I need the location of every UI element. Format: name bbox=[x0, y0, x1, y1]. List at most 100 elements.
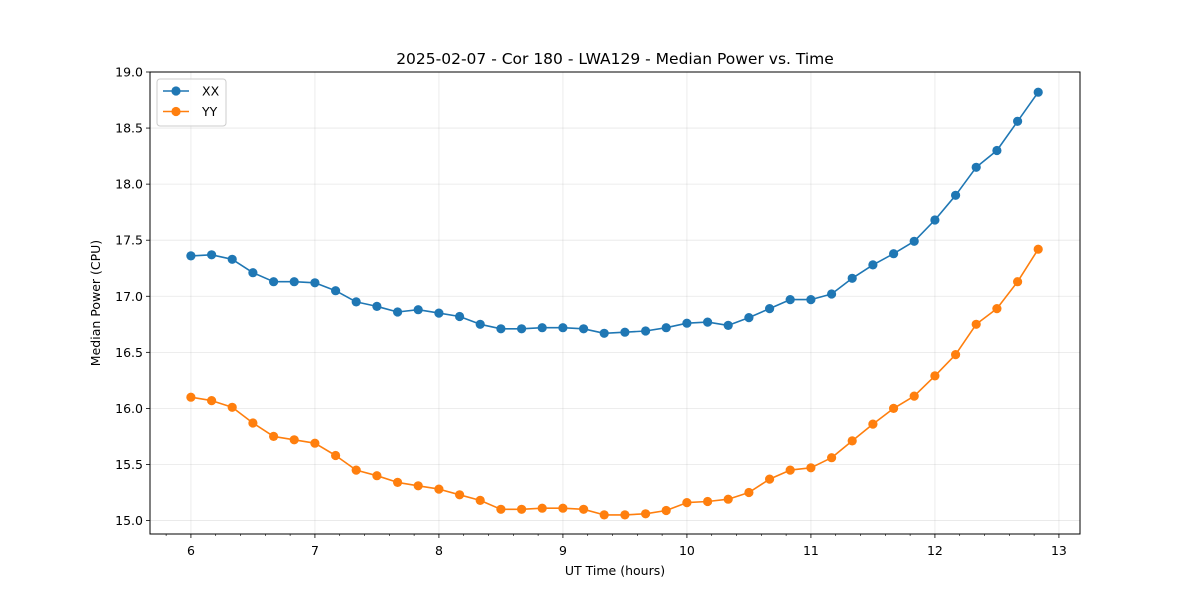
data-point-yy bbox=[847, 436, 857, 446]
data-point-yy bbox=[248, 418, 258, 428]
data-point-xx bbox=[620, 327, 630, 337]
data-point-yy bbox=[723, 494, 733, 504]
legend: XX YY bbox=[156, 78, 227, 127]
data-point-yy bbox=[1013, 277, 1023, 287]
data-point-yy bbox=[455, 490, 465, 500]
data-point-yy bbox=[289, 435, 299, 445]
legend-marker-yy bbox=[171, 106, 181, 117]
data-point-yy bbox=[744, 487, 754, 498]
data-point-xx bbox=[269, 277, 279, 287]
data-point-xx bbox=[517, 324, 527, 334]
data-point-yy bbox=[889, 403, 899, 413]
data-point-xx bbox=[351, 297, 361, 307]
y-tick-label: 16.0 bbox=[115, 401, 143, 416]
data-point-yy bbox=[496, 504, 506, 514]
data-point-xx bbox=[827, 289, 837, 299]
y-tick-label: 18.5 bbox=[115, 121, 143, 136]
data-point-yy bbox=[269, 431, 279, 441]
data-point-xx bbox=[682, 318, 692, 328]
data-point-xx bbox=[868, 260, 878, 270]
data-point-yy bbox=[310, 438, 320, 448]
data-point-yy bbox=[765, 474, 775, 484]
data-point-yy bbox=[372, 471, 382, 481]
data-point-xx bbox=[289, 277, 299, 287]
data-point-xx bbox=[909, 236, 919, 246]
data-point-yy bbox=[558, 503, 568, 513]
data-point-yy bbox=[620, 510, 630, 520]
data-point-xx bbox=[537, 323, 547, 333]
x-axis-label: UT Time (hours) bbox=[565, 563, 665, 578]
data-point-xx bbox=[641, 326, 651, 336]
data-point-yy bbox=[475, 495, 485, 505]
data-point-xx bbox=[475, 319, 485, 329]
x-tick-label: 13 bbox=[1051, 543, 1067, 558]
data-point-yy bbox=[579, 504, 589, 514]
data-point-yy bbox=[641, 509, 651, 519]
y-tick-label: 17.5 bbox=[115, 233, 143, 248]
data-point-xx bbox=[765, 304, 775, 314]
data-point-xx bbox=[434, 308, 444, 318]
x-tick-label: 12 bbox=[927, 543, 943, 558]
data-point-xx bbox=[227, 254, 237, 264]
data-point-xx bbox=[723, 320, 733, 330]
data-point-yy bbox=[992, 304, 1002, 314]
data-point-xx bbox=[806, 295, 816, 305]
data-point-yy bbox=[661, 505, 671, 516]
data-point-yy bbox=[599, 510, 609, 520]
data-point-yy bbox=[186, 392, 196, 402]
data-point-xx bbox=[248, 268, 258, 278]
data-point-yy bbox=[413, 481, 423, 491]
data-point-yy bbox=[207, 396, 217, 406]
data-point-xx bbox=[331, 286, 341, 296]
data-point-yy bbox=[951, 350, 961, 360]
data-point-xx bbox=[558, 323, 568, 333]
data-point-xx bbox=[785, 295, 795, 305]
data-point-xx bbox=[1033, 87, 1043, 97]
data-point-xx bbox=[599, 328, 609, 338]
x-tick-label: 7 bbox=[311, 543, 319, 558]
data-point-xx bbox=[372, 301, 382, 311]
data-point-yy bbox=[909, 391, 919, 401]
data-point-xx bbox=[1013, 116, 1023, 126]
data-point-xx bbox=[496, 324, 506, 334]
data-point-xx bbox=[393, 307, 403, 317]
series-layer bbox=[186, 87, 1043, 520]
legend-marker-xx bbox=[171, 86, 181, 96]
grid-layer bbox=[150, 71, 1080, 534]
y-tick-label: 15.5 bbox=[115, 457, 143, 472]
x-tick-label: 6 bbox=[187, 543, 195, 558]
data-point-yy bbox=[434, 484, 444, 494]
data-point-xx bbox=[661, 323, 671, 333]
data-point-yy bbox=[227, 402, 237, 412]
data-point-xx bbox=[992, 145, 1002, 156]
data-point-xx bbox=[207, 250, 217, 260]
data-point-yy bbox=[537, 503, 547, 513]
x-tick-label: 9 bbox=[559, 543, 567, 558]
y-tick-label: 15.0 bbox=[115, 513, 143, 528]
legend-label-yy: YY bbox=[201, 104, 218, 119]
y-tick-label: 19.0 bbox=[115, 65, 143, 80]
data-point-yy bbox=[331, 450, 341, 461]
data-point-xx bbox=[889, 249, 899, 259]
chart-title: 2025-02-07 - Cor 180 - LWA129 - Median P… bbox=[396, 50, 834, 68]
axis-layer: 6 7 8 9 10 11 12 13 15.0 15.5 16.0 16.5 17.0 17.5 18.0… bbox=[115, 65, 1067, 559]
legend-label-xx: XX bbox=[202, 84, 220, 99]
y-axis-label: Median Power (CPU) bbox=[88, 240, 103, 366]
data-point-yy bbox=[351, 465, 361, 475]
data-point-yy bbox=[1033, 244, 1043, 254]
x-tick-label: 11 bbox=[803, 543, 819, 558]
y-tick-label: 16.5 bbox=[115, 345, 143, 360]
y-tick-label: 17.0 bbox=[115, 289, 143, 304]
data-point-xx bbox=[847, 273, 857, 283]
y-tick-label: 18.0 bbox=[115, 177, 143, 192]
data-point-xx bbox=[310, 278, 320, 288]
data-point-yy bbox=[971, 319, 981, 329]
data-point-xx bbox=[744, 313, 754, 323]
data-point-yy bbox=[827, 453, 837, 463]
data-point-yy bbox=[868, 419, 878, 429]
data-point-yy bbox=[517, 504, 527, 514]
data-point-xx bbox=[703, 317, 713, 327]
data-point-xx bbox=[413, 305, 423, 315]
data-point-xx bbox=[579, 324, 589, 334]
